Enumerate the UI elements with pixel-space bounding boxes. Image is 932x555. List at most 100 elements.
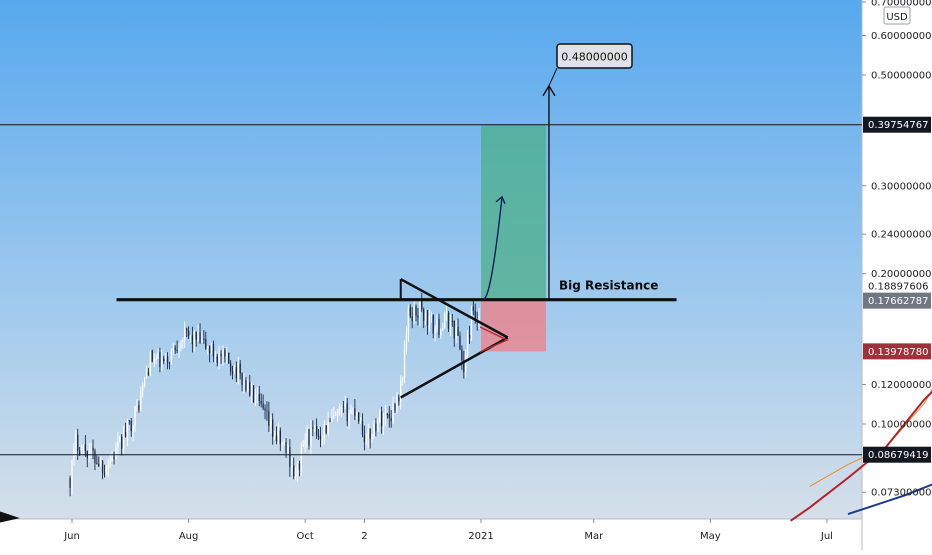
candle xyxy=(231,365,234,380)
candle-body xyxy=(474,310,476,321)
candle xyxy=(317,428,320,440)
candle-body xyxy=(233,367,236,374)
axis-badge[interactable]: USD xyxy=(883,6,911,25)
candle xyxy=(377,418,379,433)
price-label-text: 0.18897606 xyxy=(868,281,928,292)
candle-body xyxy=(107,464,109,470)
candle xyxy=(371,433,373,443)
candle-body xyxy=(422,309,425,321)
scroll-marker-icon xyxy=(0,511,20,523)
candle-body xyxy=(166,356,169,363)
candle xyxy=(340,404,343,417)
candle xyxy=(356,411,358,420)
candle xyxy=(176,340,178,354)
candle-body xyxy=(203,338,205,340)
candle xyxy=(222,345,224,366)
candle xyxy=(80,444,83,456)
y-tick-label: 0.12000000 xyxy=(871,380,931,391)
candle xyxy=(193,330,195,352)
candle-body xyxy=(455,327,457,339)
candle-body xyxy=(380,411,383,427)
candle-body xyxy=(119,436,121,442)
candle-body xyxy=(220,353,222,357)
candle xyxy=(189,335,192,343)
candle-body xyxy=(386,413,389,415)
candle-body xyxy=(369,429,371,439)
candle xyxy=(243,372,245,394)
price-label-5: 0.08679419 xyxy=(863,446,931,463)
candle-body xyxy=(453,320,455,339)
candle-body xyxy=(235,367,238,379)
candle xyxy=(96,455,98,465)
candle xyxy=(92,439,94,460)
candle xyxy=(203,330,205,344)
candle-body xyxy=(199,332,201,343)
candle xyxy=(436,313,438,333)
y-tick-label: 0.70000000 xyxy=(871,0,931,9)
candle xyxy=(250,382,253,403)
candle-body xyxy=(82,444,85,446)
candle xyxy=(287,443,289,456)
candle-body xyxy=(371,437,373,439)
position-loss-zone[interactable] xyxy=(481,300,546,352)
target-callout[interactable]: 0.48000000 xyxy=(556,43,633,69)
candle-body xyxy=(80,445,83,455)
triangle-upper-line[interactable] xyxy=(400,278,509,339)
projection-arrow xyxy=(482,196,503,300)
price-label-2: 0.18897606 xyxy=(863,277,931,294)
candle xyxy=(245,377,247,393)
candle-body xyxy=(430,315,432,317)
candle xyxy=(149,349,152,376)
candle xyxy=(126,418,129,447)
candle-body xyxy=(331,416,333,421)
candle xyxy=(470,305,473,342)
candle-body xyxy=(134,405,136,427)
candle xyxy=(132,424,134,441)
candle xyxy=(138,400,140,413)
candle xyxy=(478,307,480,330)
candle-body xyxy=(241,373,243,386)
candle xyxy=(140,386,142,412)
candle-body xyxy=(208,345,211,354)
candle xyxy=(466,330,469,363)
candle-body xyxy=(187,330,190,337)
plot-background xyxy=(0,0,862,519)
candle-body xyxy=(279,430,281,445)
candle xyxy=(363,425,366,451)
candle-body xyxy=(461,349,463,361)
candle xyxy=(151,349,153,363)
candle xyxy=(195,331,197,347)
candle-body xyxy=(250,385,253,396)
candle-body xyxy=(377,422,379,432)
candle-body xyxy=(338,408,341,410)
candle-body xyxy=(155,358,157,360)
candle xyxy=(117,432,119,457)
candle-body xyxy=(417,315,419,318)
candle xyxy=(99,456,102,467)
candle xyxy=(147,367,150,376)
candle xyxy=(166,352,169,370)
candle-body xyxy=(249,381,251,396)
candle-body xyxy=(329,420,331,422)
candle-body xyxy=(69,477,71,488)
candle xyxy=(71,459,73,496)
candle xyxy=(101,460,104,480)
candle xyxy=(229,360,232,376)
candle xyxy=(199,323,201,344)
candle xyxy=(187,326,190,339)
candle-body xyxy=(247,381,249,391)
candle xyxy=(375,418,377,437)
position-profit-zone[interactable] xyxy=(481,124,546,301)
candle xyxy=(344,395,346,409)
candle-body xyxy=(405,332,408,350)
candle-body xyxy=(333,415,335,417)
candle xyxy=(438,313,440,339)
candle-body xyxy=(275,435,278,442)
candle-body xyxy=(164,356,167,362)
candle xyxy=(277,422,280,445)
candle-body xyxy=(470,306,473,338)
candle-body xyxy=(186,328,188,331)
candle xyxy=(178,342,180,359)
candle xyxy=(212,340,215,363)
candle xyxy=(315,418,318,440)
